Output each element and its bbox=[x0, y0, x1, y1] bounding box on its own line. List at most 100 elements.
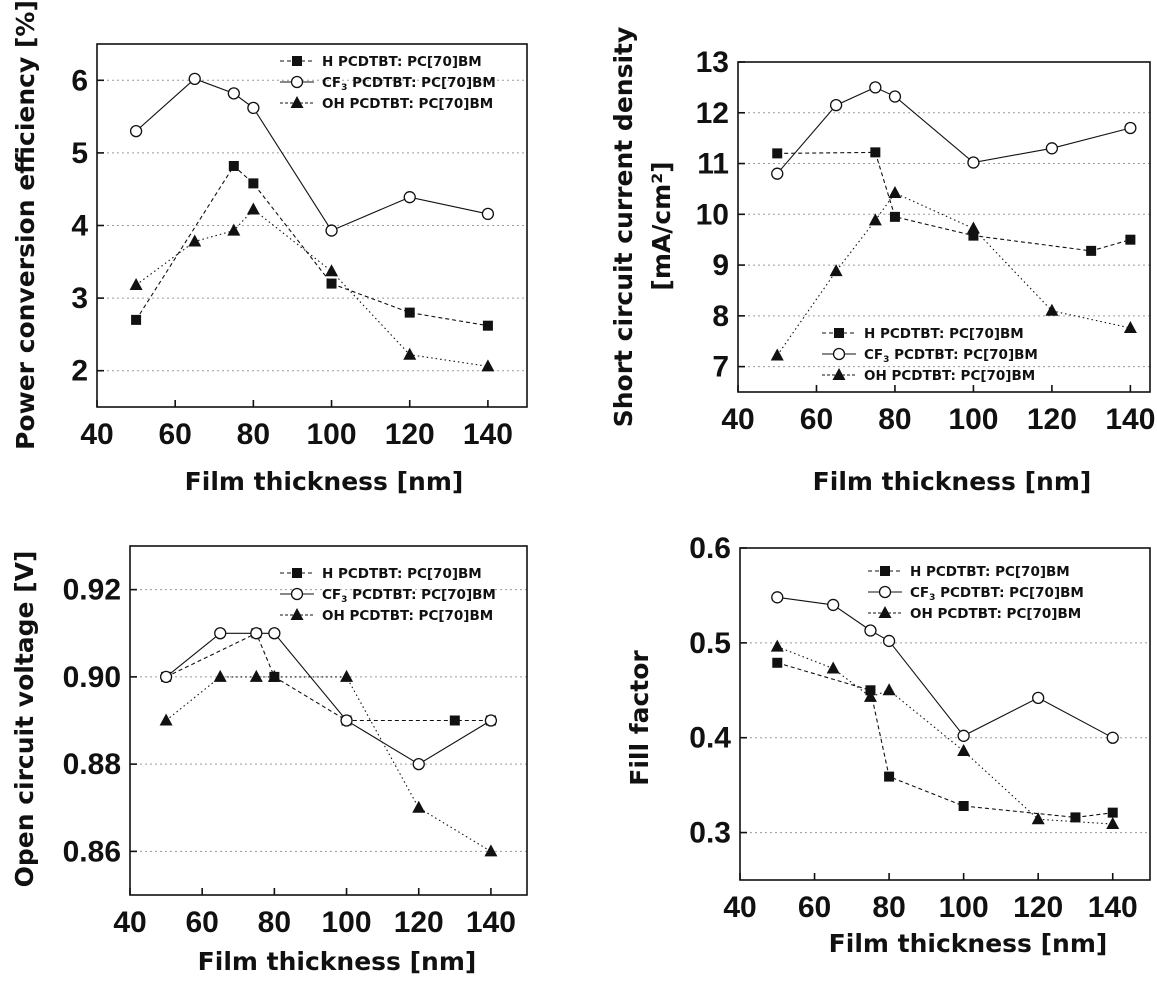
data-point-circle bbox=[403, 191, 416, 204]
data-point-circle bbox=[227, 87, 240, 100]
data-point-triangle bbox=[826, 661, 840, 674]
x-tick-label: 120 bbox=[1013, 891, 1063, 924]
x-tick-label: 40 bbox=[723, 891, 756, 924]
x-axis-title: Film thickness [nm] bbox=[829, 929, 1108, 958]
y-tick-label: 12 bbox=[696, 97, 729, 130]
data-point-triangle bbox=[770, 639, 784, 652]
legend-label: CF3 PCDTBT: PC[70]BM bbox=[864, 347, 1038, 365]
data-point-square bbox=[1125, 234, 1136, 245]
y-tick-label: 0.6 bbox=[689, 532, 731, 565]
data-point-square bbox=[404, 307, 415, 318]
legend-label: CF3 PCDTBT: PC[70]BM bbox=[322, 587, 496, 605]
legend-marker-triangle bbox=[878, 606, 892, 618]
plot-frame bbox=[737, 61, 1151, 393]
x-tick-label: 140 bbox=[463, 418, 513, 451]
y-axis-unit: [mA/cm²] bbox=[647, 161, 676, 290]
data-point-triangle bbox=[403, 347, 417, 360]
data-point-triangle bbox=[267, 669, 281, 682]
data-point-circle bbox=[129, 124, 143, 138]
x-tick-label: 60 bbox=[800, 403, 833, 436]
data-point-triangle bbox=[829, 264, 843, 277]
data-point-circle bbox=[1045, 142, 1059, 155]
data-point-triangle bbox=[129, 278, 143, 291]
x-tick-label: 140 bbox=[1105, 403, 1155, 436]
data-point-circle bbox=[869, 81, 882, 94]
x-tick-label: 100 bbox=[939, 891, 989, 924]
data-point-circle bbox=[188, 72, 201, 85]
x-tick-label: 120 bbox=[1027, 403, 1077, 436]
data-point-circle bbox=[159, 670, 173, 684]
y-tick-label: 9 bbox=[712, 249, 729, 282]
y-tick-label: 0.88 bbox=[63, 748, 121, 781]
data-point-circle bbox=[771, 591, 784, 604]
legend-label: H PCDTBT: PC[70]BM bbox=[322, 566, 482, 582]
legend-label-part: H PCDTBT: PC[70]BM bbox=[864, 326, 1024, 342]
legend-label-part: 3 bbox=[341, 595, 347, 605]
data-point-square bbox=[968, 230, 979, 241]
legend-label-part: PCDTBT: PC[70]BM bbox=[347, 75, 495, 91]
y-tick-label: 0.86 bbox=[63, 835, 121, 868]
data-point-circle bbox=[888, 90, 902, 103]
y-tick-label: 13 bbox=[696, 46, 729, 79]
y-tick-label: 10 bbox=[696, 198, 729, 231]
series-line-circle bbox=[776, 86, 1131, 175]
chart-open-circuit-voltage: 40 60 80 100 120 140 0.86 0.88 0.90 0.92 Film thic… bbox=[10, 545, 528, 976]
legend-label-part: H PCDTBT: PC[70]BM bbox=[322, 54, 482, 70]
legend-label-part: OH PCDTBT: PC[70]BM bbox=[322, 608, 493, 624]
x-tick-label: 140 bbox=[1088, 891, 1138, 924]
data-point-square bbox=[772, 148, 783, 159]
legend-label-part: OH PCDTBT: PC[70]BM bbox=[864, 368, 1035, 384]
data-point-square bbox=[1107, 807, 1118, 818]
data-point-circle bbox=[214, 627, 227, 640]
data-point-triangle bbox=[770, 348, 784, 361]
data-point-square bbox=[449, 715, 460, 726]
data-point-triangle bbox=[1123, 321, 1137, 334]
plot-frame bbox=[129, 545, 528, 896]
y-tick-label: 5 bbox=[71, 137, 88, 170]
legend-label-part: CF bbox=[322, 75, 341, 91]
data-point-circle bbox=[250, 627, 263, 640]
x-tick-label: 40 bbox=[80, 418, 113, 451]
legend-label-part: CF bbox=[322, 587, 341, 603]
legend-marker-circle bbox=[878, 585, 892, 599]
x-tick-label: 120 bbox=[394, 906, 444, 939]
legend-label-part: OH PCDTBT: PC[70]BM bbox=[322, 96, 493, 112]
y-tick-label: 6 bbox=[71, 64, 88, 97]
data-point-triangle bbox=[246, 202, 260, 215]
legend-marker-circle bbox=[290, 75, 304, 89]
legend: H PCDTBT: PC[70]BM CF3 PCDTBT: PC[70]BM OH… bbox=[868, 564, 1084, 622]
data-point-circle bbox=[864, 624, 877, 637]
series-line-triangle bbox=[165, 676, 492, 852]
x-axis-title: Film thickness [nm] bbox=[813, 467, 1092, 496]
series-line-triangle bbox=[135, 208, 488, 367]
x-tick-label: 80 bbox=[872, 891, 905, 924]
legend-label-part: CF bbox=[864, 347, 883, 363]
x-tick-label: 40 bbox=[113, 906, 146, 939]
legend-label: CF3 PCDTBT: PC[70]BM bbox=[322, 75, 496, 93]
chart-power-conversion-efficiency: 40 60 80 100 120 140 2 3 4 5 6 Film thickness [nm] P… bbox=[11, 0, 528, 496]
legend-marker-square bbox=[292, 56, 302, 66]
data-point-triangle bbox=[888, 185, 902, 198]
x-tick-label: 60 bbox=[158, 418, 191, 451]
data-point-square bbox=[884, 771, 895, 782]
plot-frame bbox=[739, 547, 1151, 881]
y-axis-title: Power conversion efficiency [%] bbox=[11, 0, 40, 450]
legend-label-part: PCDTBT: PC[70]BM bbox=[935, 585, 1083, 601]
legend: H PCDTBT: PC[70]BM CF3 PCDTBT: PC[70]BM OH… bbox=[280, 566, 496, 624]
legend-label: H PCDTBT: PC[70]BM bbox=[864, 326, 1024, 342]
series-line-square bbox=[777, 151, 1131, 252]
legend-label: CF3 PCDTBT: PC[70]BM bbox=[910, 585, 1084, 603]
data-point-triangle bbox=[1045, 303, 1059, 316]
series-line-circle bbox=[165, 632, 492, 765]
series-line-square bbox=[777, 662, 1113, 818]
data-point-triangle bbox=[325, 264, 339, 277]
x-tick-label: 120 bbox=[385, 418, 435, 451]
data-point-triangle bbox=[412, 800, 426, 813]
data-point-triangle bbox=[1106, 817, 1120, 830]
data-point-circle bbox=[1032, 691, 1045, 705]
legend-label-part: 3 bbox=[929, 593, 935, 603]
legend-label: OH PCDTBT: PC[70]BM bbox=[322, 608, 493, 624]
legend-label: H PCDTBT: PC[70]BM bbox=[322, 54, 482, 70]
chart-fill-factor: 40 60 80 100 120 140 0.3 0.4 0.5 0.6 Film thicknes… bbox=[625, 532, 1151, 958]
y-tick-label: 2 bbox=[71, 355, 88, 388]
